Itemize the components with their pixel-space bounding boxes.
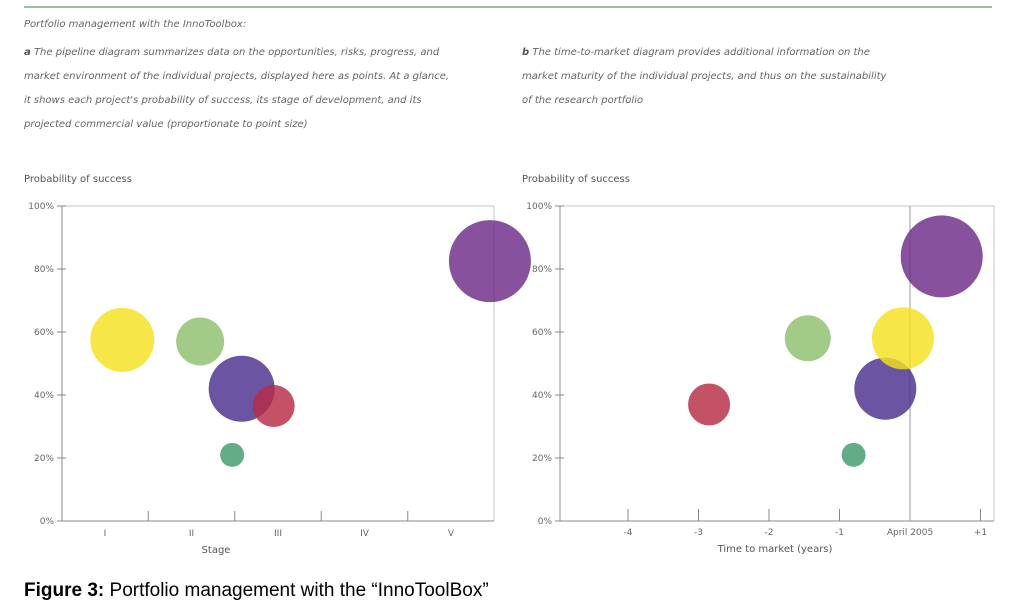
caption-b-line: market maturity of the individual projec… xyxy=(522,71,887,82)
caption-a-letter: a xyxy=(24,47,31,58)
x-category-label: IV xyxy=(360,529,370,539)
x-tick-label: +1 xyxy=(974,528,987,538)
y-tick-label: 60% xyxy=(532,328,552,338)
x-tick-label: -2 xyxy=(765,528,774,538)
caption-a-line: projected commercial value (proportionat… xyxy=(24,119,308,130)
y-axis-label: Probability of success xyxy=(24,174,132,185)
y-tick-label: 100% xyxy=(28,202,54,212)
top-divider-line xyxy=(24,6,992,8)
caption-b: b The time-to-market diagram provides ad… xyxy=(522,41,972,113)
y-tick-label: 80% xyxy=(532,265,552,275)
x-category-label: I xyxy=(104,529,107,539)
bubble-point xyxy=(448,220,531,303)
caption-a-line: The pipeline diagram summarizes data on … xyxy=(33,47,440,58)
x-tick-label: -1 xyxy=(835,528,844,538)
x-category-label: V xyxy=(448,529,455,539)
y-tick-label: 20% xyxy=(532,454,552,464)
caption-a: a The pipeline diagram summarizes data o… xyxy=(24,41,504,137)
x-axis-label: Time to market (years) xyxy=(717,544,833,555)
caption-b-line: The time-to-market diagram provides addi… xyxy=(532,47,870,58)
caption-a-line: it shows each project's probability of s… xyxy=(24,95,422,106)
bubble-point xyxy=(784,315,831,362)
x-category-label: II xyxy=(189,529,194,539)
bubble-point xyxy=(841,442,866,467)
bubble-point xyxy=(252,385,295,428)
y-tick-label: 20% xyxy=(34,454,54,464)
y-tick-label: 60% xyxy=(34,328,54,338)
header-title: Portfolio management with the InnoToolbo… xyxy=(24,19,247,30)
y-axis-label: Probability of success xyxy=(522,174,630,185)
y-tick-label: 100% xyxy=(526,202,552,212)
bubble-point xyxy=(688,383,731,426)
figure-caption-text: Portfolio management with the “InnoToolB… xyxy=(109,580,489,601)
y-tick-label: 0% xyxy=(538,517,553,527)
bubble-point xyxy=(176,317,225,366)
y-tick-label: 40% xyxy=(532,391,552,401)
figure-caption: Figure 3: Portfolio management with the … xyxy=(24,580,489,602)
bubble-point xyxy=(900,215,983,298)
caption-a-line: market environment of the individual pro… xyxy=(24,71,450,82)
x-tick-label: -4 xyxy=(624,528,633,538)
caption-b-letter: b xyxy=(522,47,530,58)
x-category-label: III xyxy=(274,529,282,539)
y-tick-label: 40% xyxy=(34,391,54,401)
y-tick-label: 0% xyxy=(40,517,55,527)
bubble-point xyxy=(854,357,917,420)
x-axis-label: Stage xyxy=(202,545,231,556)
bubble-point xyxy=(871,307,934,370)
x-tick-label: -3 xyxy=(694,528,703,538)
x-tick-label: April 2005 xyxy=(887,528,933,538)
bubble-point xyxy=(90,307,155,372)
y-tick-label: 80% xyxy=(34,265,54,275)
figure-caption-label: Figure 3: xyxy=(24,580,105,601)
bubble-point xyxy=(220,442,245,467)
caption-b-line: of the research portfolio xyxy=(522,95,644,106)
